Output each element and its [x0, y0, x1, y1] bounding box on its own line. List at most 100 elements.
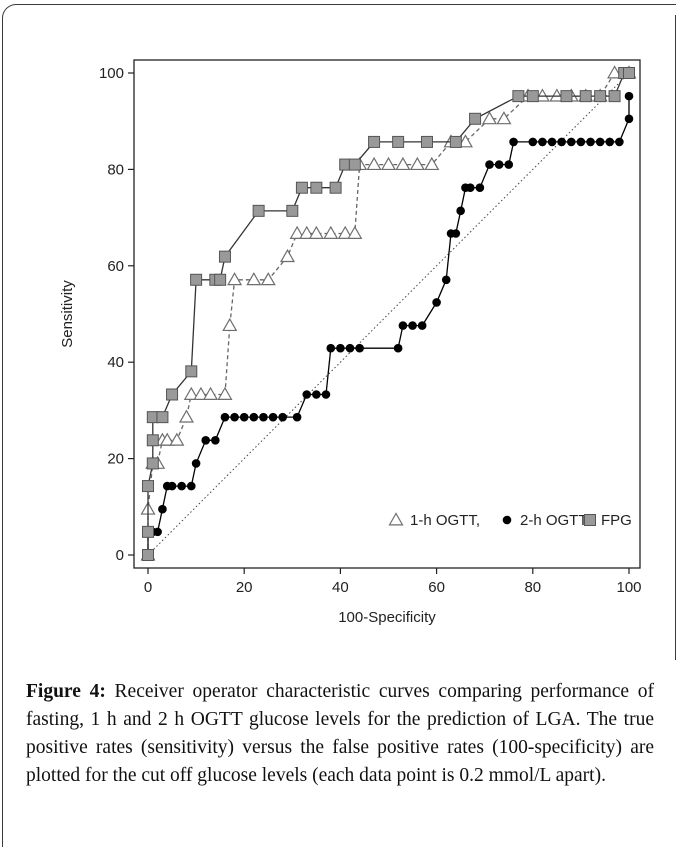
data-point-fpg — [252, 204, 265, 217]
data-point-2-h-ogtt — [417, 321, 427, 330]
data-point-fpg — [190, 273, 203, 286]
data-point-2-h-ogtt — [586, 137, 595, 147]
data-point-1-h-ogtt — [323, 225, 339, 239]
data-point-2-h-ogtt — [393, 343, 403, 353]
data-point-2-h-ogtt — [465, 183, 475, 193]
legend-entry: FPG — [601, 512, 632, 529]
data-point-1-h-ogtt — [222, 317, 238, 332]
y-tick-label: 40 — [107, 354, 124, 371]
data-point-2-h-ogtt — [186, 481, 196, 491]
x-tick-label: 40 — [332, 579, 349, 596]
x-tick-label: 60 — [428, 579, 445, 596]
series-fpg — [142, 67, 635, 561]
data-point-2-h-ogtt — [259, 412, 268, 422]
data-point-fpg — [623, 67, 635, 79]
series-2-h-ogtt — [143, 91, 634, 560]
x-tick-label: 0 — [144, 579, 152, 596]
legend-entry: 1-h OGTT, — [410, 512, 480, 529]
data-point-fpg — [185, 365, 198, 378]
y-tick-label: 20 — [107, 451, 124, 468]
x-tick-label: 80 — [524, 579, 541, 596]
data-point-2-h-ogtt — [576, 137, 586, 147]
data-point-1-h-ogtt — [424, 156, 440, 171]
data-point-1-h-ogtt — [289, 225, 305, 239]
figure-label: Figure 4: — [26, 681, 106, 702]
data-point-1-h-ogtt — [202, 386, 219, 400]
data-point-1-h-ogtt — [169, 432, 185, 446]
y-tick-label: 100 — [99, 65, 124, 82]
data-point-2-h-ogtt — [432, 298, 441, 307]
data-point-2-h-ogtt — [547, 137, 557, 147]
data-point-2-h-ogtt — [321, 390, 331, 399]
data-point-fpg — [146, 457, 159, 470]
data-point-2-h-ogtt — [201, 435, 211, 445]
data-point-fpg — [295, 181, 308, 194]
figure-caption-text: Receiver operator characteristic curves … — [26, 681, 654, 786]
y-tick-label: 80 — [107, 161, 124, 178]
data-point-2-h-ogtt — [278, 412, 287, 422]
data-point-1-h-ogtt — [366, 156, 382, 171]
data-point-2-h-ogtt — [220, 412, 230, 422]
data-point-2-h-ogtt — [451, 229, 461, 238]
data-point-2-h-ogtt — [441, 275, 451, 285]
data-point-fpg — [608, 90, 621, 103]
data-point-2-h-ogtt — [398, 321, 408, 330]
data-point-1-h-ogtt — [496, 111, 512, 125]
data-point-2-h-ogtt — [494, 160, 504, 169]
data-point-fpg — [310, 181, 323, 194]
data-point-1-h-ogtt — [534, 88, 550, 102]
data-point-fpg — [142, 480, 154, 493]
legend: 1-h OGTT, 2-h OGTT FPG — [388, 512, 632, 529]
data-point-1-h-ogtt — [308, 225, 324, 239]
data-point-2-h-ogtt — [167, 481, 177, 491]
x-axis-label: 100-Specificity — [338, 609, 436, 626]
data-point-fpg — [329, 181, 342, 194]
data-point-2-h-ogtt — [191, 459, 201, 468]
data-point-1-h-ogtt — [227, 272, 243, 286]
data-point-fpg — [142, 549, 154, 561]
data-point-2-h-ogtt — [239, 412, 249, 422]
data-point-fpg — [142, 525, 154, 538]
data-point-2-h-ogtt — [528, 137, 538, 147]
data-point-2-h-ogtt — [615, 137, 624, 147]
x-tick-label: 100 — [616, 579, 641, 596]
data-point-1-h-ogtt — [279, 248, 296, 263]
data-point-1-h-ogtt — [299, 225, 315, 239]
y-tick-label: 60 — [107, 258, 124, 275]
data-point-2-h-ogtt — [408, 321, 417, 330]
data-point-fpg — [469, 112, 482, 125]
data-point-fpg — [166, 388, 179, 401]
reference-diagonal — [147, 72, 630, 556]
data-point-1-h-ogtt — [178, 409, 195, 423]
data-point-2-h-ogtt — [326, 343, 336, 353]
x-tick-label: 20 — [236, 579, 253, 596]
data-point-2-h-ogtt — [312, 390, 321, 399]
data-point-fpg — [218, 250, 231, 263]
data-point-fpg — [392, 135, 405, 148]
legend-entry: 2-h OGTT — [520, 512, 588, 529]
data-point-2-h-ogtt — [605, 137, 615, 147]
data-point-2-h-ogtt — [485, 160, 494, 169]
plot-area: 0 0 20 20 40 40 60 60 80 80 100 100 100-Specificity S… — [59, 59, 642, 626]
data-point-fpg — [594, 90, 607, 103]
data-point-fpg — [449, 135, 462, 148]
data-point-1-h-ogtt — [481, 111, 498, 125]
data-point-2-h-ogtt — [249, 412, 259, 422]
data-point-fpg — [579, 90, 592, 103]
data-point-2-h-ogtt — [302, 390, 312, 399]
data-point-2-h-ogtt — [509, 137, 518, 147]
data-point-fpg — [214, 273, 227, 286]
data-point-1-h-ogtt — [183, 386, 199, 400]
data-point-1-h-ogtt — [409, 156, 425, 171]
y-tick-label: 0 — [116, 547, 124, 564]
data-point-fpg — [560, 90, 573, 103]
data-point-2-h-ogtt — [230, 412, 239, 422]
data-point-2-h-ogtt — [177, 481, 186, 491]
data-point-1-h-ogtt — [246, 272, 262, 286]
y-axis-label: Sensitivity — [59, 280, 76, 348]
figure-frame — [2, 4, 676, 847]
data-point-2-h-ogtt — [158, 504, 167, 514]
data-point-1-h-ogtt — [217, 386, 233, 400]
data-point-2-h-ogtt — [566, 137, 576, 147]
data-point-1-h-ogtt — [607, 65, 623, 79]
